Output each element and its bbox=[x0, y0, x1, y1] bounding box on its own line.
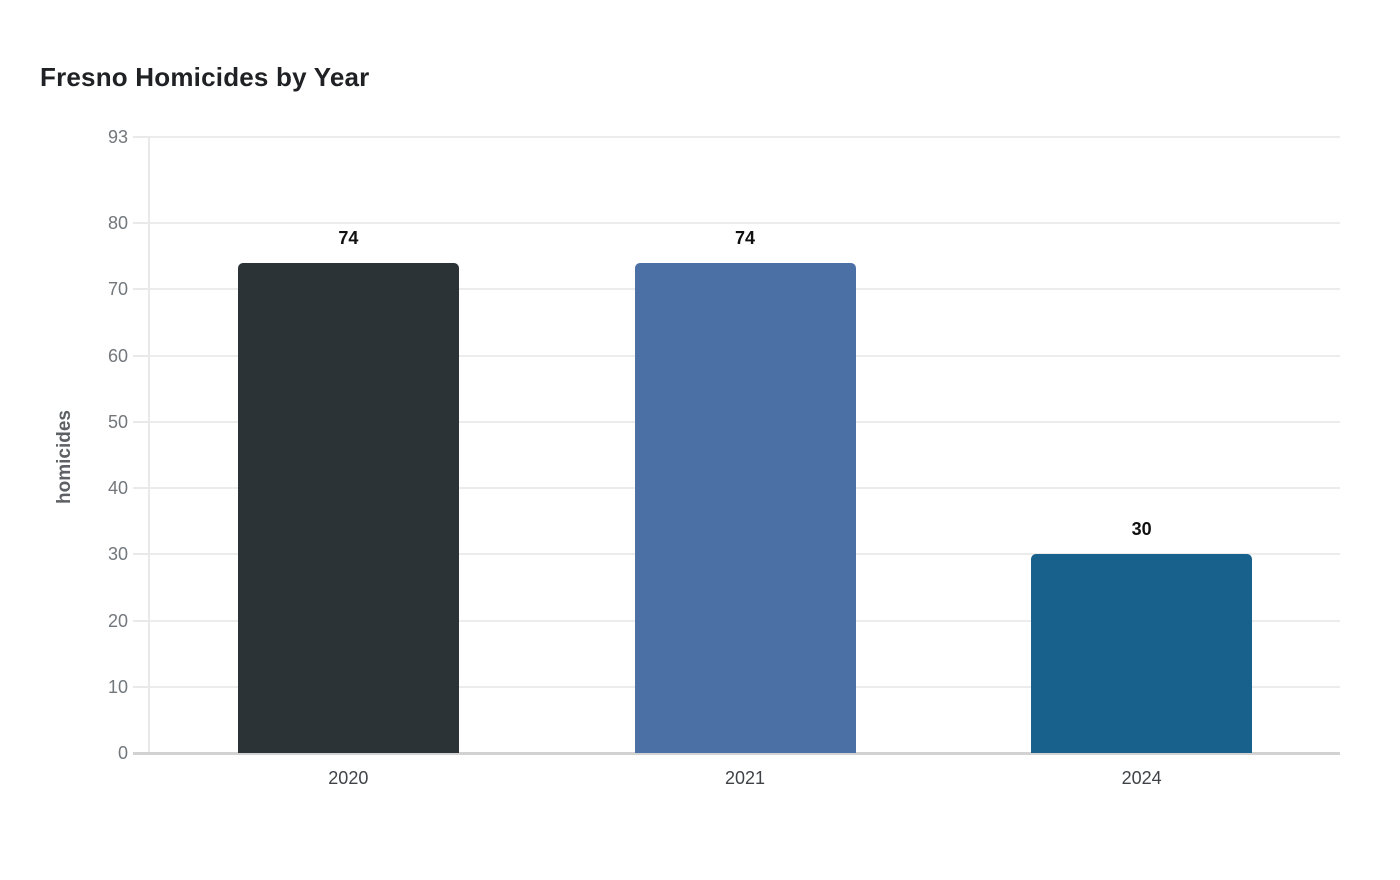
bar-2020 bbox=[237, 262, 459, 753]
plot-area: 0 10 20 30 40 50 60 70 80 93 74 2020 74 2021 30 2024 bbox=[108, 127, 1340, 788]
y-tick-mark-10 bbox=[133, 685, 150, 688]
y-tick-label-70: 70 bbox=[107, 279, 128, 300]
y-tick-mark-30 bbox=[133, 553, 150, 556]
bar-2021 bbox=[634, 262, 856, 753]
y-tick-label-80: 80 bbox=[107, 213, 128, 234]
x-tick-label-2024: 2024 bbox=[1121, 768, 1162, 788]
gridline-93 bbox=[150, 136, 1340, 138]
y-tick-mark-20 bbox=[133, 619, 150, 622]
x-tick-label-2020: 2020 bbox=[328, 768, 369, 788]
x-axis-line bbox=[133, 752, 1340, 755]
y-tick-label-20: 20 bbox=[107, 610, 128, 631]
bar-2024 bbox=[1031, 554, 1253, 753]
y-axis-line bbox=[148, 137, 150, 753]
y-tick-mark-40 bbox=[133, 487, 150, 490]
y-tick-mark-70 bbox=[133, 288, 150, 291]
x-tick-label-2021: 2021 bbox=[724, 768, 766, 788]
chart-title: Fresno Homicides by Year bbox=[40, 62, 370, 92]
bar-value-label-2020: 74 bbox=[338, 227, 359, 248]
y-tick-label-60: 60 bbox=[107, 345, 128, 366]
y-tick-mark-80 bbox=[133, 222, 150, 225]
y-tick-label-93: 93 bbox=[107, 127, 128, 147]
bar-value-label-2021: 74 bbox=[734, 227, 756, 248]
gridline-80 bbox=[150, 222, 1340, 225]
y-tick-label-40: 40 bbox=[107, 478, 128, 499]
y-tick-mark-60 bbox=[133, 354, 150, 357]
y-tick-mark-93 bbox=[133, 136, 150, 138]
y-tick-label-10: 10 bbox=[107, 676, 128, 697]
y-tick-label-30: 30 bbox=[107, 544, 128, 565]
y-tick-label-0: 0 bbox=[117, 743, 128, 763]
y-tick-label-50: 50 bbox=[107, 411, 128, 432]
bar-value-label-2024: 30 bbox=[1131, 519, 1152, 540]
y-tick-mark-50 bbox=[133, 420, 150, 423]
